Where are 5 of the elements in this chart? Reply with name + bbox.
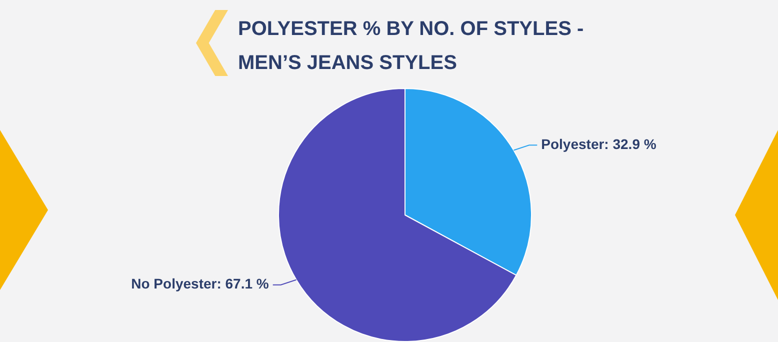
slice-label: No Polyester: [131, 276, 218, 292]
data-label: : 32.9 %: [604, 136, 657, 152]
data-label: : 67.1 %: [216, 276, 270, 292]
slice-label: Polyester: [541, 136, 605, 152]
chart-title: POLYESTER % BY NO. OF STYLES - MEN’S JEANS STYLES: [238, 17, 585, 76]
